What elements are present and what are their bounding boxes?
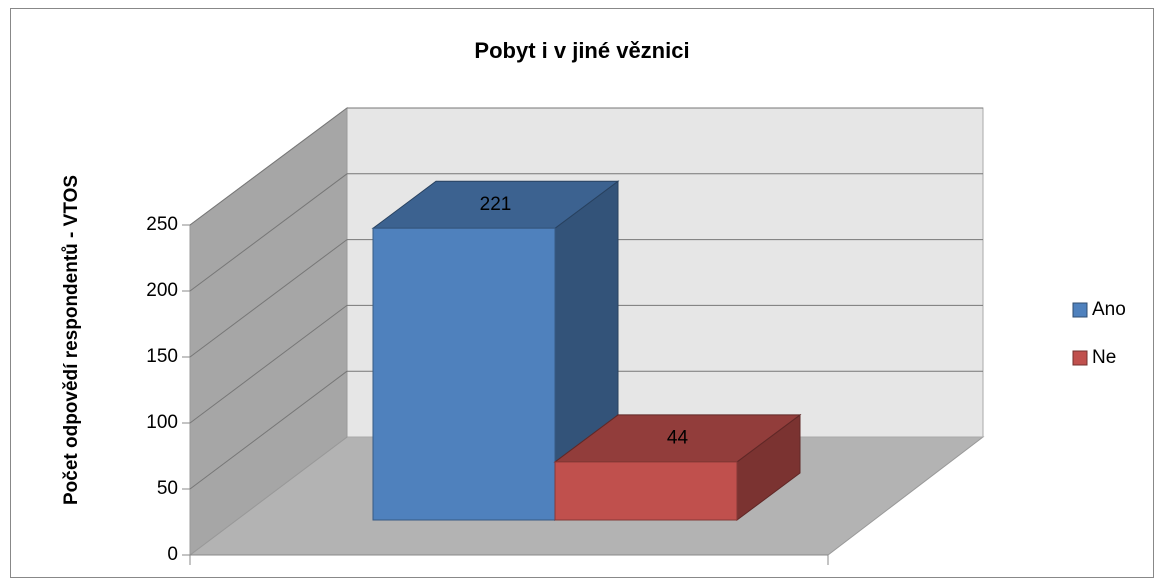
y-tick-label: 50: [157, 478, 178, 499]
side-grid-line: [189, 107, 348, 226]
y-axis-label: Počet odpovědí respondentů - VTOS: [61, 175, 82, 505]
side-grid-line: [189, 173, 348, 292]
y-tick-label: 250: [146, 214, 178, 235]
side-grid-line: [189, 304, 348, 424]
y-tick-label: 200: [146, 280, 178, 301]
data-label: 221: [480, 194, 512, 215]
legend-swatch: [1072, 302, 1088, 318]
y-tick-label: 100: [146, 412, 178, 433]
bar-front: [372, 227, 556, 521]
bar: [371, 180, 620, 521]
y-tick-label: 0: [167, 544, 178, 565]
legend-label: Ano: [1092, 299, 1126, 320]
y-tick-label: 150: [146, 346, 178, 367]
bar-front: [554, 461, 738, 521]
bar: [553, 413, 802, 521]
data-label: 44: [667, 427, 689, 448]
legend-swatch: [1072, 350, 1088, 366]
chart-title: Pobyt i v jiné věznici: [474, 38, 689, 63]
legend-label: Ne: [1092, 347, 1116, 368]
side-grid-line: [189, 239, 348, 358]
side-grid-line: [189, 370, 348, 490]
